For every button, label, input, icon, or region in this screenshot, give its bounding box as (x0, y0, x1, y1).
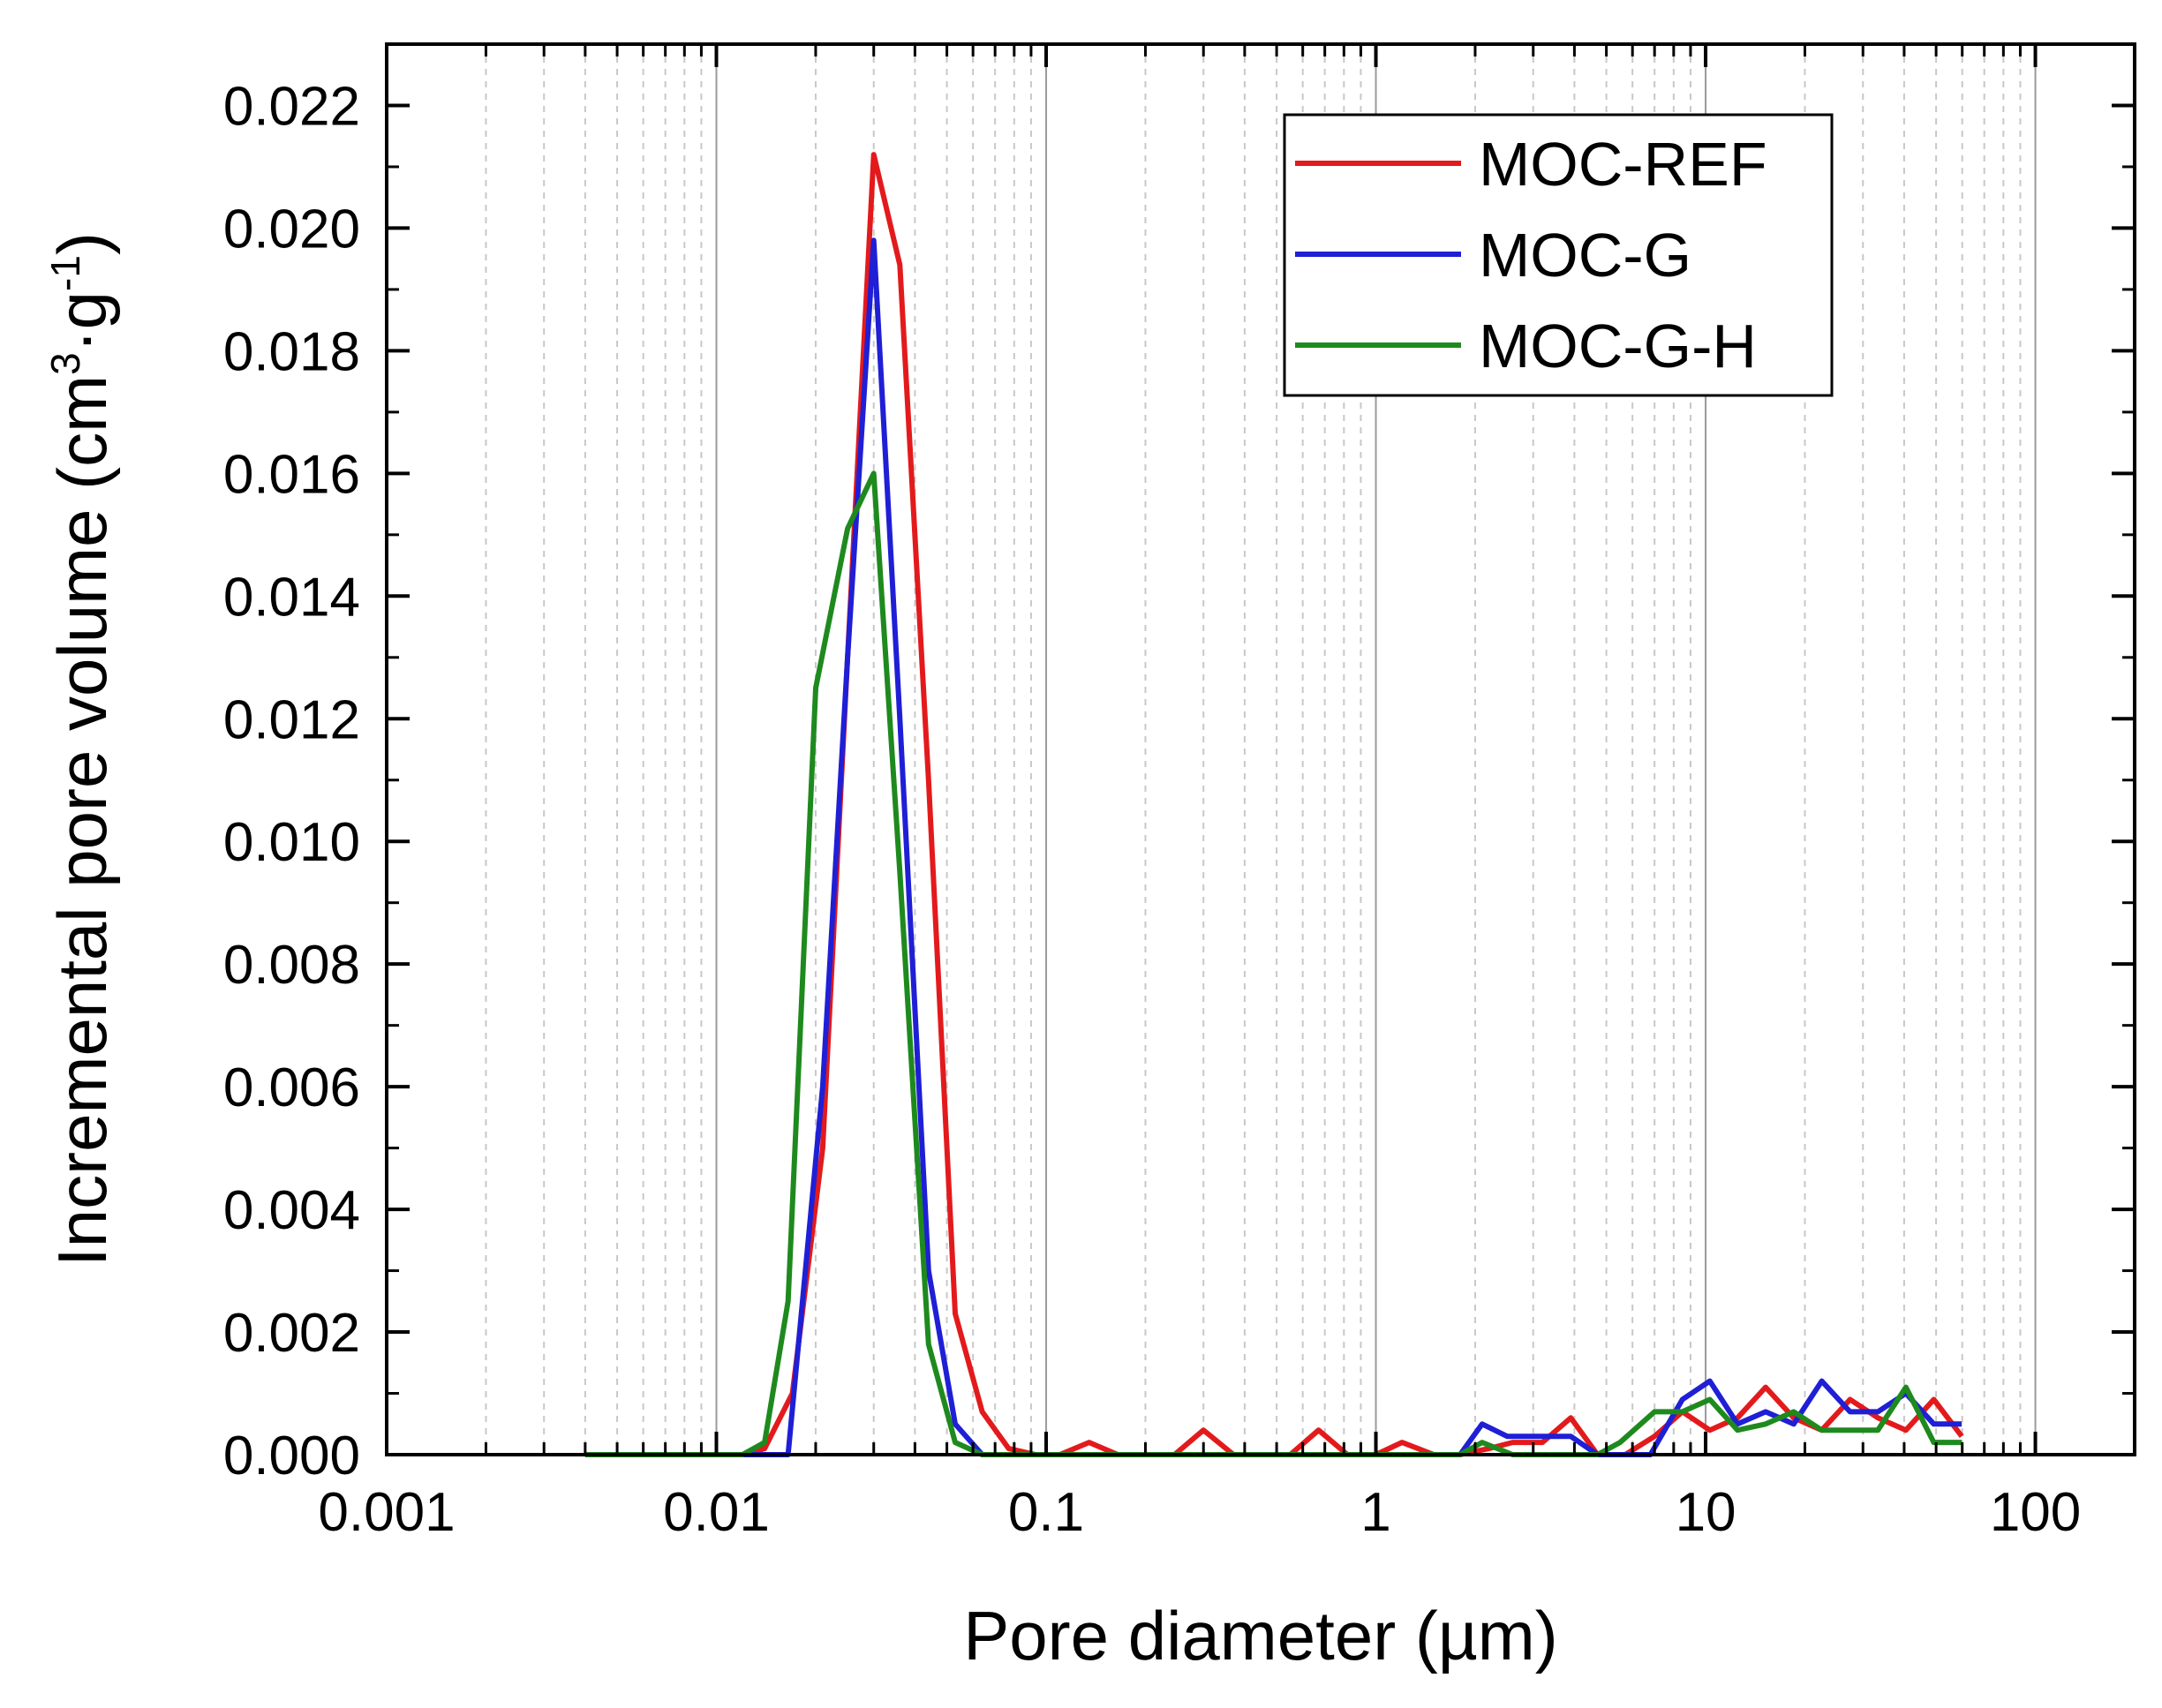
legend: MOC-REF MOC-G MOC-G-H (1283, 113, 1834, 397)
y-axis-title-exp1: 3 (42, 352, 88, 375)
y-axis-title-end: ) (43, 232, 121, 255)
x-tick-label: 1 (1360, 1482, 1390, 1543)
x-tick-label: 0.001 (318, 1482, 455, 1543)
y-tick-label: 0.012 (223, 689, 360, 750)
x-axis-title: Pore diameter (µm) (963, 1597, 1557, 1674)
y-tick-label: 0.022 (223, 76, 360, 137)
y-axis-title: Incremental pore volume (cm3·g-1) (42, 232, 121, 1267)
y-tick-label: 0.018 (223, 321, 360, 382)
y-tick-label: 0.000 (223, 1426, 360, 1486)
plot-frame (385, 42, 2136, 1456)
legend-label-moc-ref: MOC-REF (1479, 130, 1767, 199)
x-tick-label: 10 (1676, 1482, 1736, 1543)
label-layer: 0.001 0.01 0.1 1 10 100 0.000 0.002 0.004 0.006 0.… (223, 76, 2081, 1543)
y-tick-label: 0.020 (223, 199, 360, 260)
legend-label-moc-g: MOC-G (1479, 221, 1691, 290)
series-line-moc-g-h (584, 470, 1962, 1457)
legend-label-moc-g-h: MOC-G-H (1479, 312, 1757, 380)
x-tick-label: 0.1 (1008, 1482, 1084, 1543)
x-tick-label: 100 (1990, 1482, 2081, 1543)
y-tick-label: 0.006 (223, 1057, 360, 1118)
y-axis-title-main: Incremental pore volume (cm (43, 375, 121, 1267)
y-axis-title-mid: ·g (43, 291, 121, 352)
y-tick-label: 0.014 (223, 567, 360, 628)
y-axis-title-exp2: -1 (42, 255, 88, 291)
y-tick-label: 0.016 (223, 444, 360, 505)
x-tick-label: 0.01 (663, 1482, 770, 1543)
grid-layer (485, 44, 2136, 1455)
y-tick-label: 0.004 (223, 1180, 360, 1241)
y-tick-label: 0.010 (223, 812, 360, 873)
tick-layer (385, 42, 2136, 1456)
y-tick-label: 0.008 (223, 935, 360, 996)
y-tick-label: 0.002 (223, 1303, 360, 1364)
